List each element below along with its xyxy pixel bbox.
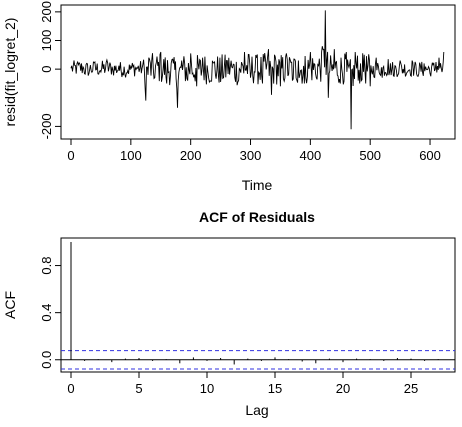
acf-plot-title: ACF of Residuals — [199, 209, 315, 225]
residuals-x-tick-label: 300 — [240, 148, 262, 163]
acf-x-tick-label: 0 — [67, 381, 74, 396]
acf-x-axis: 0 5 10 15 20 25 — [67, 372, 418, 396]
acf-x-tick-label: 25 — [404, 381, 418, 396]
acf-x-tick-label: 5 — [135, 381, 142, 396]
residuals-x-tick-label: 0 — [67, 148, 74, 163]
acf-y-tick-label: 0.0 — [39, 351, 54, 369]
residuals-y-tick-label: 100 — [39, 30, 54, 52]
residuals-x-axis-title: Time — [242, 177, 273, 193]
residuals-plot-frame — [60, 4, 456, 140]
acf-y-tick-label: 0.8 — [39, 257, 54, 275]
acf-y-axis: 0.0 0.4 0.8 — [39, 257, 61, 369]
residuals-y-tick-label: 200 — [39, 1, 54, 23]
residuals-x-tick-label: 400 — [300, 148, 322, 163]
acf-x-tick-label: 15 — [268, 381, 282, 396]
residuals-series — [70, 10, 445, 130]
residuals-time-series-plot: 0 100 200 300 400 500 600 -200 0 100 200 Time res… — [2, 1, 456, 193]
residuals-line — [70, 10, 445, 130]
acf-x-axis-title: Lag — [245, 402, 268, 418]
residuals-x-tick-label: 500 — [359, 148, 381, 163]
acf-x-tick-label: 10 — [200, 381, 214, 396]
acf-plot: ACF of Residuals 0 5 10 15 20 25 0.0 0.4 0.8 La… — [2, 209, 456, 418]
residuals-y-tick-label: -200 — [39, 113, 54, 139]
residuals-y-axis: -200 0 100 200 — [39, 1, 61, 139]
acf-x-tick-label: 20 — [336, 381, 350, 396]
acf-y-axis-title: ACF — [2, 291, 18, 319]
acf-y-tick-label: 0.4 — [39, 304, 54, 322]
acf-plot-frame — [60, 237, 456, 373]
residuals-x-tick-label: 200 — [180, 148, 202, 163]
acf-confidence-bounds — [61, 350, 455, 370]
residuals-x-tick-label: 100 — [120, 148, 142, 163]
residuals-y-tick-label: 0 — [39, 66, 54, 73]
residuals-y-axis-title: resid(fit_logret_2) — [2, 18, 18, 127]
residuals-x-axis: 0 100 200 300 400 500 600 — [67, 139, 441, 163]
acf-bars — [70, 242, 439, 365]
residuals-x-tick-label: 600 — [419, 148, 441, 163]
